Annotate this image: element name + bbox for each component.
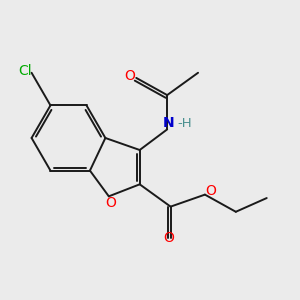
Text: O: O <box>206 184 217 197</box>
Text: O: O <box>125 69 136 83</box>
Text: O: O <box>105 196 116 209</box>
Text: -H: -H <box>178 117 192 130</box>
Text: Cl: Cl <box>19 64 32 78</box>
Text: O: O <box>164 230 174 244</box>
Text: N: N <box>163 116 175 130</box>
